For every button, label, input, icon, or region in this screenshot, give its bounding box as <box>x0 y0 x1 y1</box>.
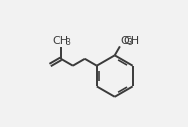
Text: CH: CH <box>53 36 69 46</box>
Text: 3: 3 <box>128 38 132 47</box>
Text: CH: CH <box>124 36 139 46</box>
Text: O: O <box>121 36 129 46</box>
Text: 3: 3 <box>65 38 70 47</box>
